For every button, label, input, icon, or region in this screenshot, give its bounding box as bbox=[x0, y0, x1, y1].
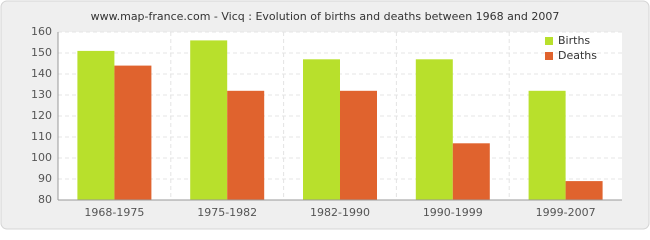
legend-swatch bbox=[545, 37, 553, 45]
chart: www.map-france.com - Vicq : Evolution of… bbox=[0, 0, 650, 230]
x-tick-label: 1990-1999 bbox=[423, 206, 483, 219]
bar bbox=[528, 90, 566, 200]
legend-label: Births bbox=[558, 34, 590, 47]
x-tick-label: 1982-1990 bbox=[310, 206, 370, 219]
x-tick-label: 1999-2007 bbox=[536, 206, 596, 219]
y-tick-label: 150 bbox=[31, 46, 52, 59]
bar bbox=[565, 181, 603, 200]
bar bbox=[452, 143, 490, 200]
bar bbox=[227, 90, 265, 200]
legend-swatch bbox=[545, 52, 553, 60]
bar bbox=[77, 50, 115, 201]
y-tick-label: 130 bbox=[31, 88, 52, 101]
y-tick-label: 90 bbox=[38, 172, 52, 185]
chart-title: www.map-france.com - Vicq : Evolution of… bbox=[91, 10, 560, 23]
bar bbox=[190, 40, 228, 201]
bar bbox=[303, 59, 340, 200]
x-tick-label: 1975-1982 bbox=[197, 206, 257, 219]
y-tick-label: 120 bbox=[31, 109, 52, 122]
legend-label: Deaths bbox=[558, 49, 597, 62]
y-tick-label: 140 bbox=[31, 67, 52, 80]
y-tick-label: 160 bbox=[31, 25, 52, 38]
y-tick-label: 80 bbox=[38, 193, 52, 206]
bar bbox=[415, 59, 453, 200]
bar bbox=[340, 90, 377, 200]
y-tick-label: 100 bbox=[31, 151, 52, 164]
x-tick-label: 1968-1975 bbox=[84, 206, 144, 219]
bar bbox=[114, 65, 152, 200]
y-tick-label: 110 bbox=[31, 130, 52, 143]
